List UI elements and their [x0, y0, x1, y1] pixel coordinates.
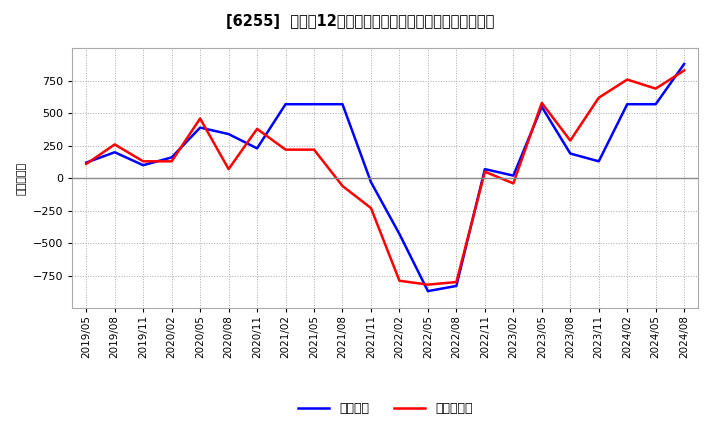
当期純利益: [338, 183, 347, 189]
当期純利益: [680, 68, 688, 73]
当期純利益: [82, 161, 91, 167]
経常利益: [338, 102, 347, 107]
経常利益: [509, 173, 518, 178]
当期純利益: [139, 159, 148, 164]
当期純利益: [196, 116, 204, 121]
経常利益: [566, 151, 575, 156]
Text: [6255]  利益だ12か月移動合計の対前年同期増減額の推移: [6255] 利益だ12か月移動合計の対前年同期増減額の推移: [226, 14, 494, 29]
当期純利益: [652, 86, 660, 91]
当期純利益: [509, 181, 518, 186]
当期純利益: [167, 159, 176, 164]
当期純利益: [253, 126, 261, 132]
経常利益: [253, 146, 261, 151]
経常利益: [196, 125, 204, 130]
当期純利益: [110, 142, 119, 147]
経常利益: [110, 150, 119, 155]
当期純利益: [423, 282, 432, 287]
当期純利益: [395, 278, 404, 283]
当期純利益: [566, 138, 575, 143]
Legend: 経常利益, 当期純利益: 経常利益, 当期純利益: [293, 397, 477, 420]
当期純利益: [225, 166, 233, 172]
当期純利益: [623, 77, 631, 82]
Y-axis label: （百万円）: （百万円）: [17, 161, 27, 195]
当期純利益: [310, 147, 318, 152]
経常利益: [82, 160, 91, 165]
当期純利益: [480, 169, 489, 174]
経常利益: [366, 180, 375, 185]
当期純利益: [366, 205, 375, 211]
当期純利益: [595, 95, 603, 100]
経常利益: [623, 102, 631, 107]
経常利益: [595, 159, 603, 164]
経常利益: [282, 102, 290, 107]
経常利益: [139, 162, 148, 168]
経常利益: [423, 289, 432, 294]
当期純利益: [452, 279, 461, 285]
経常利益: [310, 102, 318, 107]
当期純利益: [537, 100, 546, 106]
経常利益: [680, 61, 688, 66]
Line: 経常利益: 経常利益: [86, 64, 684, 291]
Line: 当期純利益: 当期純利益: [86, 70, 684, 285]
当期純利益: [282, 147, 290, 152]
経常利益: [225, 132, 233, 137]
経常利益: [537, 104, 546, 110]
経常利益: [452, 283, 461, 289]
経常利益: [652, 102, 660, 107]
経常利益: [480, 166, 489, 172]
経常利益: [167, 155, 176, 160]
経常利益: [395, 231, 404, 237]
